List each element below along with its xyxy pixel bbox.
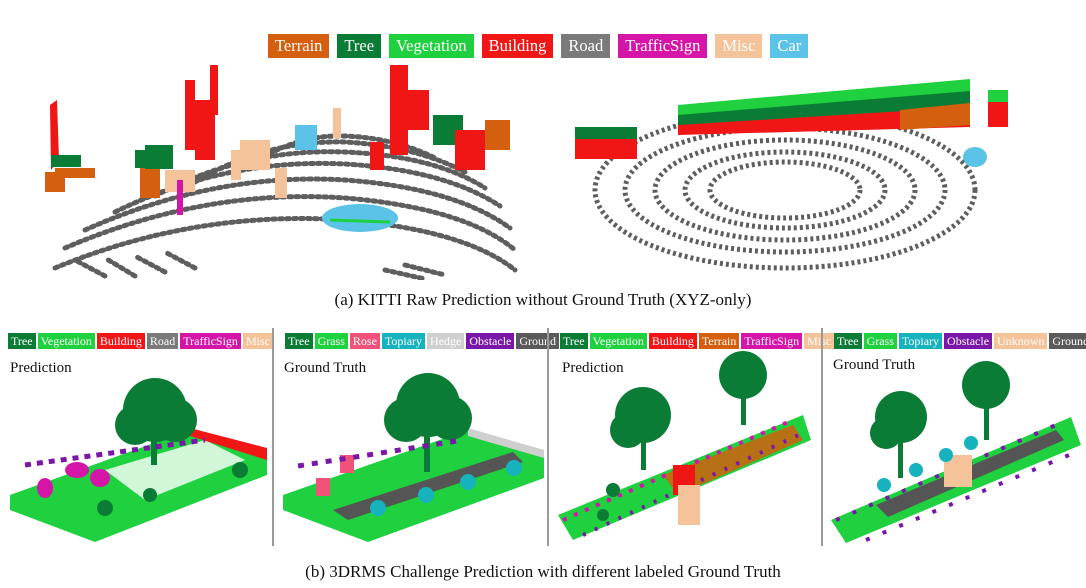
legend-chip: Vegetation [37,333,95,349]
legend-chip: Vegetation [589,333,647,349]
legend-chip: Building [648,333,697,349]
legend-chip: Topiary [381,333,426,349]
panel-4-legend: Tree Grass Topiary Obstacle Unknown Grou… [834,333,1086,349]
legend-chip: Misc [242,333,273,349]
top-legend: Terrain Tree Vegetation Building Road Tr… [268,34,816,58]
panel-divider [547,328,549,546]
legend-chip: Rose [349,333,380,349]
legend-car: Car [770,34,809,58]
legend-chip: Building [96,333,145,349]
panel-1-point-cloud [10,378,267,542]
panel-2-title: Ground Truth [284,360,367,376]
legend-chip: Tree [285,333,313,349]
legend-chip: Grass [863,333,897,349]
legend-road: Road [561,34,611,58]
panel-3-point-cloud [558,351,811,540]
legend-chip: Grass [314,333,348,349]
legend-chip: Hedge [427,333,465,349]
legend-chip: Terrain [698,333,740,349]
legend-trafficsign: TrafficSign [618,34,708,58]
panel-4-point-cloud [831,361,1082,543]
panel-2-legend: Tree Grass Rose Topiary Hedge Obstacle G… [285,333,561,349]
panel-2-point-cloud [283,373,544,542]
caption-b: (b) 3DRMS Challenge Prediction with diff… [305,562,781,581]
panel-divider [272,328,274,546]
kitti-point-cloud-right [575,79,1008,271]
legend-chip: Ground [1049,333,1086,349]
caption-a: (a) KITTI Raw Prediction without Ground … [334,290,752,309]
legend-chip: Tree [8,333,36,349]
panel-3-title: Prediction [562,360,624,376]
kitti-point-cloud-left [45,65,518,280]
legend-misc: Misc [715,34,763,58]
legend-tree: Tree [337,34,382,58]
legend-building: Building [481,34,554,58]
legend-chip: Road [146,333,179,349]
legend-chip: TrafficSign [180,333,241,349]
panel-3-legend: Tree Vegetation Building Terrain Traffic… [560,333,836,349]
legend-chip: Obstacle [466,333,515,349]
legend-chip: TrafficSign [741,333,803,349]
panel-1-title: Prediction [10,360,72,376]
legend-chip: Misc [804,333,835,349]
legend-chip: Unknown [994,333,1048,349]
panel-divider [821,328,823,546]
legend-terrain: Terrain [268,34,330,58]
legend-chip: Tree [560,333,588,349]
legend-chip: Obstacle [944,333,993,349]
panel-4-title: Ground Truth [833,357,916,373]
legend-chip: Topiary [898,333,943,349]
legend-chip: Tree [834,333,862,349]
legend-vegetation: Vegetation [389,34,474,58]
panel-1-legend: Tree Vegetation Building Road TrafficSig… [8,333,275,349]
